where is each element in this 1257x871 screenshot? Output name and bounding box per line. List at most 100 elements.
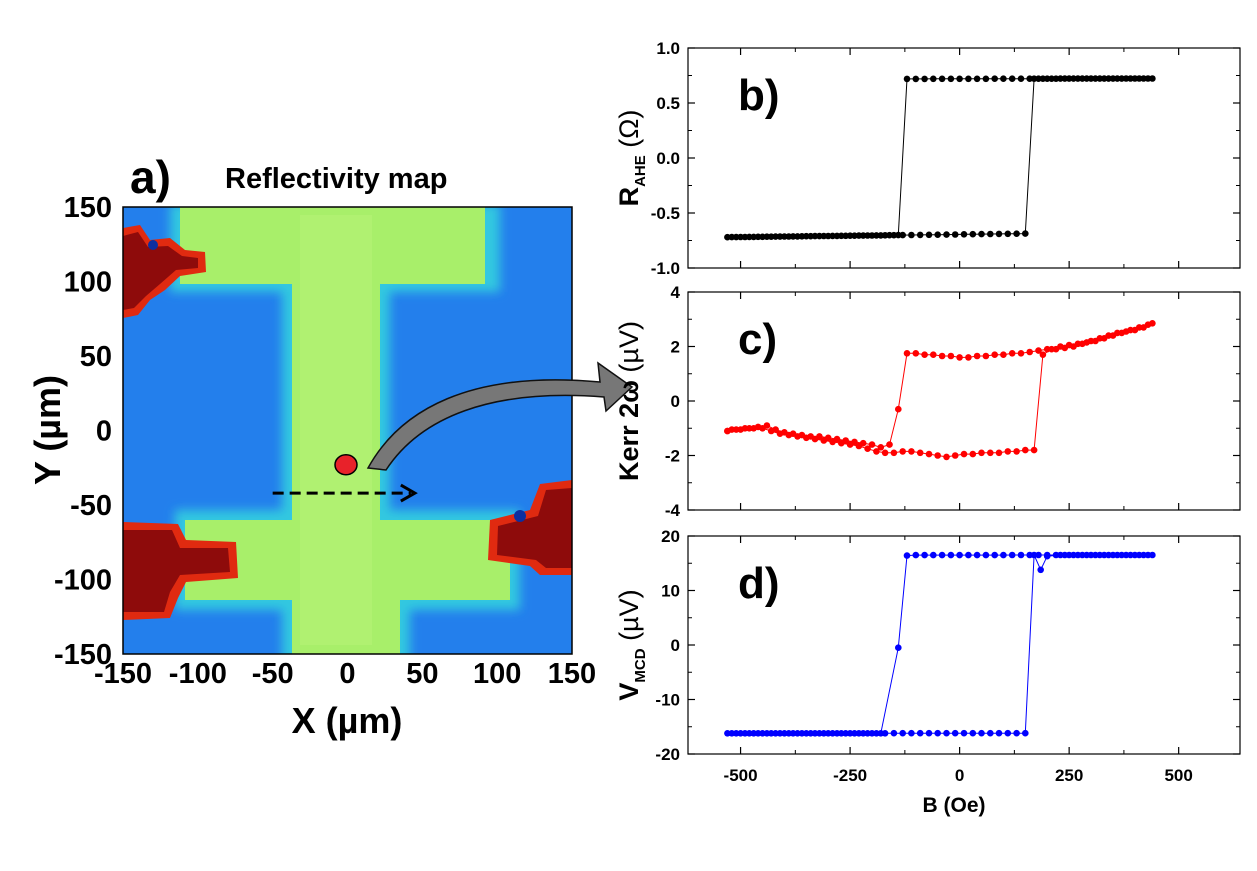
data-point xyxy=(846,730,854,737)
data-point xyxy=(965,75,972,83)
data-point xyxy=(785,431,793,439)
data-point xyxy=(895,405,902,413)
xtick-label: 500 xyxy=(1164,766,1192,785)
data-point xyxy=(903,75,911,83)
ytick-label: -1.0 xyxy=(651,259,680,278)
data-point xyxy=(899,231,906,239)
data-point xyxy=(1135,75,1143,82)
map-image xyxy=(123,207,572,654)
data-point xyxy=(938,352,946,360)
map-title: Reflectivity map xyxy=(225,163,447,195)
data-point xyxy=(873,232,880,239)
measurement-spot xyxy=(334,454,358,476)
data-point xyxy=(991,75,998,82)
data-point xyxy=(1008,551,1016,559)
data-point xyxy=(916,449,924,457)
xtick-label: 250 xyxy=(1055,766,1083,785)
data-point xyxy=(943,231,950,238)
map-xtick-label: 100 xyxy=(473,658,521,690)
data-point xyxy=(1057,343,1064,350)
xtick-label: -500 xyxy=(724,766,758,785)
map-xtick-label: 0 xyxy=(339,658,355,690)
data-point xyxy=(912,551,920,559)
data-point xyxy=(969,729,977,737)
data-point xyxy=(930,75,937,83)
data-point xyxy=(1030,446,1038,454)
data-point xyxy=(803,730,810,737)
data-point xyxy=(873,448,880,455)
data-point xyxy=(820,437,828,444)
y-axis-label-sub: AHE xyxy=(632,155,649,187)
map-ticks: -150 -100 -50 0 50 100 150 150 100 50 0 -50 -100 -150 xyxy=(54,192,596,690)
x-axis-label: B (Oe) xyxy=(923,794,986,817)
data-point xyxy=(1144,551,1152,559)
data-point xyxy=(908,448,915,455)
data-point xyxy=(960,231,968,238)
data-point xyxy=(956,354,963,361)
data-point xyxy=(1026,348,1033,356)
data-point xyxy=(925,729,933,737)
data-point xyxy=(741,233,749,241)
map-ytick-label: 100 xyxy=(64,267,112,299)
data-point xyxy=(1008,75,1016,82)
data-point xyxy=(973,551,981,559)
map-ytick-label: -100 xyxy=(54,565,112,597)
data-point xyxy=(811,730,819,737)
ytick-label: -10 xyxy=(655,691,680,710)
data-point xyxy=(811,232,819,240)
data-point xyxy=(1004,230,1012,238)
data-point xyxy=(1083,339,1090,346)
map-ytick-label: -150 xyxy=(54,639,112,671)
data-point xyxy=(1144,321,1152,329)
descending-line xyxy=(731,78,1153,238)
data-point xyxy=(1144,75,1152,82)
data-point xyxy=(951,452,959,459)
data-point xyxy=(1127,551,1134,559)
data-point xyxy=(978,729,985,737)
data-point xyxy=(1022,729,1029,737)
map-ytick-label: 150 xyxy=(64,192,112,224)
data-point xyxy=(1037,566,1044,574)
map-xtick-label: 50 xyxy=(406,658,438,690)
ascending-line xyxy=(727,554,1148,734)
data-point xyxy=(960,729,968,737)
panel-c: 4 2 0 -2 -4 c) Kerr 2ω (µV) xyxy=(614,283,1241,520)
data-point xyxy=(925,450,933,458)
data-point xyxy=(1083,75,1090,82)
data-point xyxy=(995,230,1003,238)
data-point xyxy=(1065,551,1073,559)
ytick-label: -0.5 xyxy=(651,204,680,223)
map-ytick-label: 50 xyxy=(80,341,112,373)
data-point xyxy=(724,427,731,435)
data-point xyxy=(973,75,981,83)
data-point xyxy=(1083,551,1090,559)
data-point xyxy=(1092,551,1099,559)
panel-label-a: a) xyxy=(130,151,171,203)
data-point xyxy=(855,730,863,737)
data-point xyxy=(881,449,889,457)
data-point xyxy=(925,231,933,239)
y-axis-label-unit: (µV) xyxy=(614,589,644,648)
data-point xyxy=(930,351,937,359)
data-point xyxy=(1092,75,1099,82)
data-point xyxy=(1100,335,1108,342)
data-point xyxy=(1039,75,1047,82)
data-point xyxy=(1013,448,1020,455)
data-point xyxy=(855,442,863,450)
ytick-label: -4 xyxy=(665,501,681,520)
data-point xyxy=(916,729,924,737)
data-point xyxy=(881,730,889,737)
ytick-label: 10 xyxy=(661,582,680,601)
data-point xyxy=(956,75,963,83)
data-point xyxy=(1074,340,1082,348)
xtick-label: 0 xyxy=(955,766,964,785)
data-point xyxy=(886,441,893,448)
data-point xyxy=(767,730,775,737)
data-point xyxy=(930,551,937,559)
xtick-label: -250 xyxy=(833,766,867,785)
data-point xyxy=(794,433,801,440)
data-point xyxy=(982,352,990,360)
data-point xyxy=(1127,326,1134,334)
descending-line xyxy=(731,554,1153,734)
y-axis-label: VMCD (µV) xyxy=(614,589,649,700)
